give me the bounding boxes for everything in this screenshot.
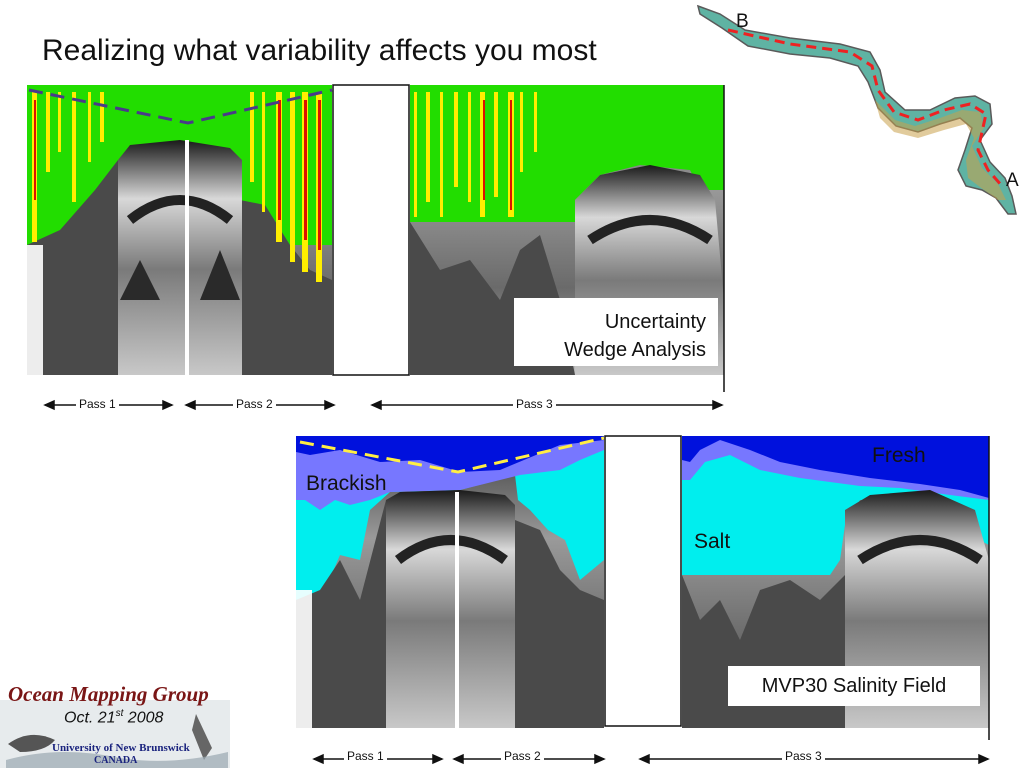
top-pass-3-label: Pass 3 xyxy=(513,397,556,411)
zone-label-salt: Salt xyxy=(694,530,731,553)
bottom-pass-3-label: Pass 3 xyxy=(782,749,825,763)
university-country: CANADA xyxy=(94,755,138,766)
top-annotation-line1: Uncertainty xyxy=(514,309,706,336)
river-shallow xyxy=(875,100,1006,200)
presentation-date: Oct. 21st 2008 xyxy=(64,708,163,727)
river-map xyxy=(696,4,1017,215)
map-label-a: A xyxy=(1006,170,1019,191)
date-prefix: Oct. 21 xyxy=(64,709,116,727)
slide-title: Realizing what variability affects you m… xyxy=(42,34,597,67)
uncertainty-section-left xyxy=(27,85,333,375)
date-year: 2008 xyxy=(123,709,164,727)
bottom-pass-arrows xyxy=(312,753,990,765)
data-gap-bottom xyxy=(604,435,682,727)
bottom-annotation: MVP30 Salinity Field xyxy=(728,673,980,700)
zone-label-fresh: Fresh xyxy=(872,444,926,467)
map-label-b: B xyxy=(736,11,749,32)
bottom-pass-1-label: Pass 1 xyxy=(344,749,387,763)
top-pass-1-label: Pass 1 xyxy=(76,397,119,411)
river-shape xyxy=(696,4,1017,215)
top-annotation-line2: Wedge Analysis xyxy=(514,337,706,364)
top-pass-2-label: Pass 2 xyxy=(233,397,276,411)
zone-label-brackish: Brackish xyxy=(306,472,387,495)
ocean-mapping-group-logo: Ocean Mapping Group xyxy=(8,682,209,706)
survey-track-line xyxy=(727,28,1004,187)
university-name: University of New Brunswick xyxy=(52,742,190,754)
top-pass-arrows xyxy=(43,399,724,411)
ocean-mapping-logo-graphic xyxy=(0,700,230,768)
salinity-section-left xyxy=(296,436,605,728)
data-gap-top xyxy=(332,84,410,376)
date-suffix: st xyxy=(115,708,124,719)
bottom-pass-2-label: Pass 2 xyxy=(501,749,544,763)
